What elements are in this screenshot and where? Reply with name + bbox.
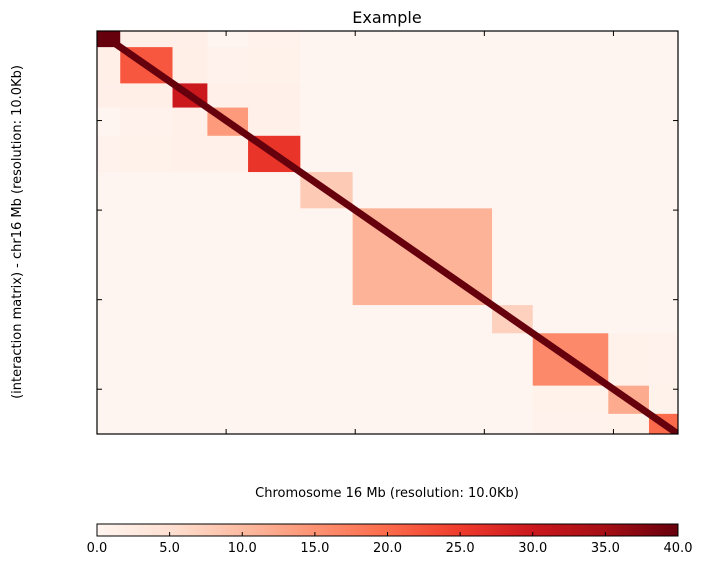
off-diagonal-block	[120, 135, 173, 173]
off-diagonal-block	[120, 31, 173, 48]
off-diagonal-block	[648, 385, 678, 414]
plot-frame	[96, 30, 679, 435]
off-diagonal-block	[248, 83, 301, 108]
colorbar-tick-label: 5.0	[159, 541, 180, 556]
off-diagonal-block	[207, 47, 249, 84]
off-diagonal-block	[207, 83, 249, 108]
x-axis-label: Chromosome 16 Mb (resolution: 10.0Kb)	[255, 486, 519, 501]
off-diagonal-block	[532, 385, 609, 414]
colorbar-tick-label: 15.0	[300, 541, 329, 556]
off-diagonal-block	[248, 47, 301, 84]
axis-ticks	[97, 31, 678, 434]
off-diagonal-block	[97, 83, 121, 108]
main-diagonal	[97, 31, 678, 434]
colorbar-tick-label: 0.0	[87, 541, 108, 556]
off-diagonal-block	[172, 135, 208, 173]
colorbar-tick-label: 30.0	[518, 541, 547, 556]
off-diagonal-block	[608, 413, 649, 434]
colorbar-ticks: 0.0 5.0 10.0 15.0 20.0 25.0 30.0 35.0 40.0	[87, 532, 693, 556]
off-diagonal-block	[172, 31, 208, 48]
plot-area	[96, 30, 679, 435]
colorbar-tick-label: 10.0	[228, 541, 257, 556]
off-diagonal-block	[608, 333, 649, 386]
off-diagonal-block	[97, 135, 121, 173]
colorbar: 0.0 5.0 10.0 15.0 20.0 25.0 30.0 35.0 40.0	[87, 523, 693, 556]
off-diagonal-block	[248, 107, 301, 136]
off-diagonal-block	[97, 47, 121, 84]
off-diagonal-block	[120, 83, 173, 108]
chart-title: Example	[352, 8, 421, 27]
off-diagonal-block	[120, 107, 173, 136]
y-axis-label: (interaction matrix) - chr16 Mb (resolut…	[10, 65, 25, 399]
colorbar-tick-label: 35.0	[591, 541, 620, 556]
off-diagonal-block	[248, 31, 301, 48]
off-diagonal-block	[532, 413, 609, 434]
off-diagonal-block	[648, 333, 678, 386]
off-diagonal-block	[172, 47, 208, 84]
colorbar-tick-label: 25.0	[446, 541, 475, 556]
off-diagonal-block	[207, 135, 249, 173]
colorbar-tick-label: 20.0	[373, 541, 402, 556]
off-diagonal-block	[172, 107, 208, 136]
heatmap-cells	[97, 31, 678, 434]
colorbar-tick-label: 40.0	[664, 541, 693, 556]
